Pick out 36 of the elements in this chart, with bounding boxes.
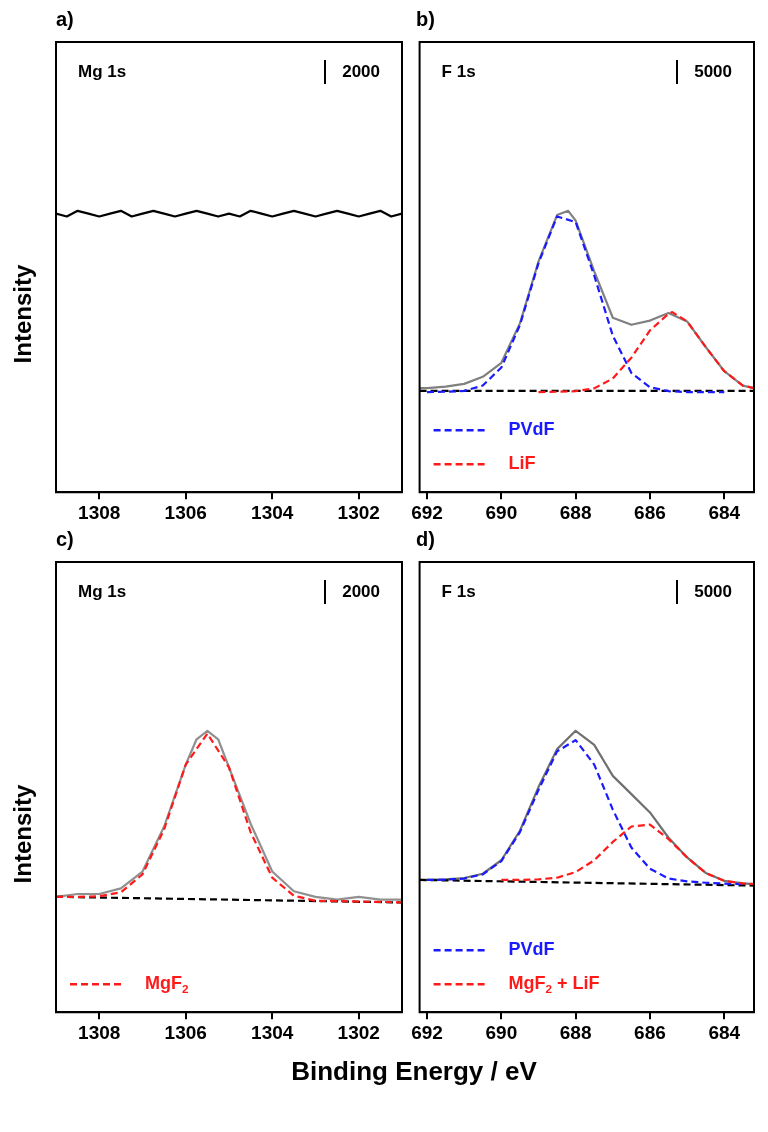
text: 5000 xyxy=(694,61,733,81)
x-tick-label: 692 xyxy=(411,501,443,523)
text: 2000 xyxy=(342,581,381,601)
x-tick-label: 686 xyxy=(634,501,666,523)
y-axis-title: Intensity xyxy=(8,264,36,364)
x-tick-label: 692 xyxy=(411,1021,443,1043)
text: Mg 1s xyxy=(78,581,127,601)
x-tick-label: 684 xyxy=(708,501,741,523)
x-tick-label: 690 xyxy=(485,1021,518,1043)
x-tick-label: 1302 xyxy=(337,501,380,523)
x-tick-label: 688 xyxy=(559,501,592,523)
x-tick-label: 690 xyxy=(485,501,518,523)
x-axis-title: Binding Energy / eV xyxy=(290,1056,538,1087)
legend-label: PVdF xyxy=(508,939,555,960)
chart-title: b) xyxy=(416,7,435,30)
x-tick-label: 1302 xyxy=(337,1021,380,1043)
y-axis-title: Intensity xyxy=(8,784,36,884)
chart-title: c) xyxy=(56,527,74,550)
x-tick-label: 1308 xyxy=(78,1021,121,1043)
chart-title: a) xyxy=(56,7,74,30)
legend-label: LiF xyxy=(508,453,536,474)
text: F 1s xyxy=(441,581,476,601)
text: 5000 xyxy=(694,581,733,601)
x-tick-label: 1308 xyxy=(78,501,121,523)
x-tick-label: 686 xyxy=(634,1021,666,1043)
text: Mg 1s xyxy=(78,61,127,81)
x-tick-label: 684 xyxy=(708,1021,741,1043)
chart-title: d) xyxy=(416,527,435,550)
x-tick-label: 1304 xyxy=(251,1021,294,1043)
text: F 1s xyxy=(441,61,476,81)
text: 2000 xyxy=(342,61,381,81)
x-tick-label: 688 xyxy=(559,1021,592,1043)
x-tick-label: 1306 xyxy=(164,1021,207,1043)
legend-label: PVdF xyxy=(508,419,555,440)
x-tick-label: 1306 xyxy=(164,501,207,523)
x-tick-label: 1304 xyxy=(251,501,294,523)
